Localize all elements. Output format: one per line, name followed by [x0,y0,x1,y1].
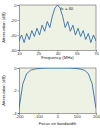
panel: -200 -100 0 100 200 -4 -2 0 Focus on bandwidth At… [1,66,100,126]
tick-label: -200 [15,114,24,119]
tick-mark [18,113,20,114]
tick: 70 [94,50,99,56]
y-axis-title: Attenuation (dB) [1,12,6,43]
tick-label: -2 [13,88,17,93]
panel: 1025405570-60-40-200Frequency (MHz)Atten… [1,3,99,60]
tick-mark [18,5,20,6]
tick-mark [18,91,20,92]
y-axis: -4 -2 0 [13,66,20,116]
tick: 0 [14,3,19,8]
tick-mark [18,35,20,36]
tick-label: -20 [10,18,17,23]
y-axis: -60 -40 -20 0 [10,3,19,53]
tick-label: 200 [93,114,100,119]
plot-frame [19,68,96,113]
annotation: fc = 40 [61,6,74,11]
data-line [19,68,96,109]
tick: -2 [13,88,19,93]
tick: -40 [10,33,19,38]
tick: 0 [57,113,60,119]
plot-background [19,5,96,50]
tick-label: 55 [75,51,80,56]
tick: -100 [35,113,44,119]
tick-label: 70 [94,51,99,56]
tick-label: 10 [17,51,22,56]
figure: 1025405570-60-40-200Frequency (MHz)Atten… [0,0,100,129]
tick-mark [18,20,20,21]
tick: -20 [10,18,19,23]
tick-label: 0 [14,3,17,8]
tick-label: 100 [74,114,82,119]
axis-line [18,6,20,51]
x-axis-title: Focus on bandwidth [39,121,77,126]
marks [19,5,96,43]
tick: 0 [14,66,19,71]
tick: -4 [13,111,19,116]
tick-label: -100 [35,114,44,119]
tick: -200 [15,113,24,119]
tick-mark [18,50,20,51]
tick: 200 [93,113,100,119]
tick: 10 [17,50,22,56]
y-axis-title: Attenuation (dB) [1,75,6,106]
tick-label: 0 [14,66,17,71]
tick: 100 [74,113,82,119]
data-line [19,5,96,43]
tick-label: -40 [10,33,17,38]
marks [19,68,96,109]
plot-frame [19,5,96,50]
tick: -60 [10,48,19,53]
plot-background [19,68,96,113]
tick-label: -60 [10,48,17,53]
tick-label: -4 [13,111,17,116]
tick: 55 [75,50,80,56]
tick-label: 0 [57,114,60,119]
tick-mark [18,68,20,69]
x-axis-title: Frequency (MHz) [41,55,74,60]
x-axis: -200 -100 0 100 200 [15,113,100,119]
